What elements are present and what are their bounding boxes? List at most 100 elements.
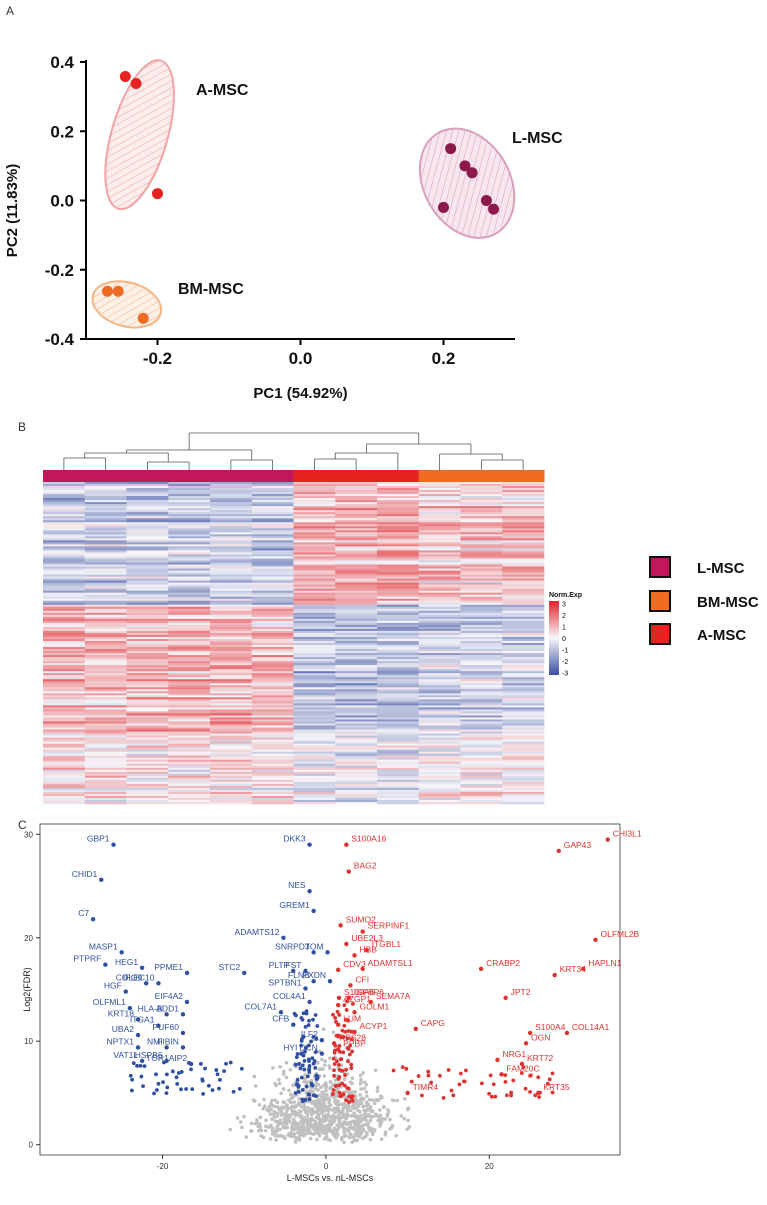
volcano-gene-label-up: GAP43	[564, 840, 592, 850]
volcano-point-down	[278, 1010, 284, 1015]
volcano-point-down	[139, 1058, 145, 1064]
heatmap-scale-tick: 3	[562, 602, 566, 609]
volcano-point-down	[139, 965, 145, 970]
volcano-gene-label-down: HSPB6	[135, 1050, 163, 1060]
volcano-gene-label-down: DKK3	[283, 834, 305, 844]
volcano-gene-label-down: TOR1AIP2	[146, 1053, 187, 1063]
volcano-point-down	[184, 970, 190, 976]
panel-label-a: A	[6, 4, 15, 18]
volcano-point-up	[368, 999, 374, 1005]
heatmap-scale-title: Norm.Exp	[549, 592, 582, 599]
panel-label-c: C	[18, 818, 27, 832]
volcano-gene-label-up: KRT34	[560, 964, 587, 974]
heatmap-plot: Norm.Exp 3 2 1 0 -1 -2 -3	[43, 432, 582, 805]
heatmap-scale-tick: 2	[562, 613, 566, 620]
volcano-point-up	[338, 923, 343, 928]
volcano-point-down	[156, 981, 161, 986]
volcano-gene-label-down: CHID1	[72, 869, 98, 879]
volcano-point-down	[303, 986, 308, 991]
volcano-point-down	[123, 989, 128, 994]
volcano-gene-label-down: VAT1L	[113, 1050, 138, 1060]
pca-plot: 0.4 0.2 0.0 -0.2 -0.4 -0.2 0.0 0.2 PC1 (54.92%) P…	[4, 53, 563, 402]
volcano-gene-label-down: GREM1	[279, 900, 310, 910]
pca-group-label-bm-msc: BM-MSC	[178, 281, 244, 298]
volcano-gene-label-up: SEMA7A	[376, 991, 411, 1001]
volcano-gene-label-down: EIF4A2	[155, 991, 184, 1001]
volcano-gene-label-up: NRG1	[502, 1049, 526, 1059]
volcano-gene-label-up: PPBP	[343, 1038, 366, 1048]
volcano-point-up	[344, 941, 349, 947]
volcano-point-up	[605, 837, 610, 842]
volcano-point-down	[291, 1022, 296, 1027]
volcano-gene-label-up: AZGP1	[343, 994, 371, 1004]
pca-point-bm-msc	[137, 312, 149, 324]
volcano-point-down	[188, 1061, 194, 1067]
pca-point-l-msc	[466, 167, 478, 179]
volcano-point-down	[327, 979, 333, 984]
heatmap-scale-bar	[549, 601, 559, 675]
pca-group-label-a-msc: A-MSC	[196, 82, 249, 99]
volcano-gene-label-up: OLFML2B	[600, 929, 639, 939]
volcano-point-down	[325, 950, 330, 955]
cluster-ellipse-a-msc	[104, 59, 175, 211]
heatmap-cells	[43, 482, 545, 805]
volcano-point-up	[335, 967, 341, 973]
volcano-point-down	[307, 842, 312, 847]
volcano-gene-label-down: PTPRF	[73, 954, 101, 964]
volcano-point-up	[405, 1090, 410, 1096]
volcano-gene-label-up: BAG2	[354, 861, 377, 871]
panel-label-b: B	[18, 420, 27, 434]
heatmap-scale-tick: -2	[562, 659, 568, 666]
volcano-point-up	[331, 1041, 337, 1046]
volcano-gene-label-down: FIBIN	[157, 1036, 179, 1046]
volcano-point-up	[581, 966, 586, 972]
volcano-point-up	[352, 1029, 357, 1035]
volcano-point-up	[536, 1090, 541, 1096]
volcano-point-down	[119, 950, 124, 955]
volcano-point-down	[135, 1032, 141, 1038]
volcano-gene-label-up: HBB	[360, 944, 378, 954]
volcano-point-up	[335, 1047, 341, 1052]
volcano-gene-label-up: UBE2L3	[351, 933, 383, 943]
volcano-point-up	[344, 842, 349, 847]
volcano-x-tick-label: -20	[157, 1162, 169, 1171]
heatmap-group-bar-l-msc	[43, 470, 294, 482]
volcano-point-down	[135, 1045, 141, 1050]
volcano-point-down	[180, 1030, 186, 1036]
volcano-point-down	[156, 1023, 161, 1028]
pca-y-axis-title: PC2 (11.83%)	[4, 164, 21, 257]
volcano-point-up	[360, 966, 365, 972]
volcano-gene-label-up: JPT2	[511, 987, 531, 997]
volcano-gene-label-down: HEG1	[115, 957, 138, 967]
volcano-gene-label-up: S100A4	[535, 1022, 566, 1032]
volcano-point-up	[413, 1026, 418, 1032]
volcano-point-up	[478, 966, 484, 972]
volcano-gene-label-down: DCN	[299, 1043, 317, 1053]
volcano-point-down	[184, 999, 190, 1005]
volcano-point-up	[527, 1030, 533, 1036]
volcano-gene-label-up: S100A16	[351, 834, 386, 844]
volcano-gene-label-up: LUM	[343, 1014, 361, 1024]
volcano-gene-label-down: ADD1	[156, 1003, 179, 1013]
volcano-point-up	[593, 937, 598, 943]
volcano-point-down	[180, 1012, 186, 1017]
pca-y-tick-label: 0.0	[50, 192, 74, 211]
pca-point-l-msc	[480, 195, 492, 206]
volcano-plot: 30 20 10 0 -20 0 20 L-MSCs vs. nL-MSCs Log2(FDR)…	[22, 823, 642, 1183]
volcano-gene-label-up: IGFBP6	[354, 987, 385, 997]
pca-point-a-msc	[119, 71, 131, 83]
volcano-gene-label-down: NES	[288, 880, 306, 890]
volcano-point-up	[348, 983, 353, 988]
volcano-point-down	[111, 842, 116, 847]
volcano-point-down	[180, 1045, 186, 1050]
pca-point-bm-msc	[112, 285, 124, 297]
volcano-gene-label-up: FAM20C	[507, 1063, 540, 1073]
volcano-gene-label-down: GBP1	[87, 834, 110, 844]
pca-point-l-msc	[459, 160, 471, 172]
volcano-point-up	[564, 1030, 570, 1036]
volcano-point-down	[164, 1045, 169, 1050]
volcano-y-tick-label: 20	[24, 934, 33, 943]
volcano-gene-label-up: HAPLN1	[588, 958, 621, 968]
volcano-gene-label-up: TIMR4	[413, 1082, 439, 1092]
volcano-sig-down-cluster	[128, 1009, 320, 1103]
